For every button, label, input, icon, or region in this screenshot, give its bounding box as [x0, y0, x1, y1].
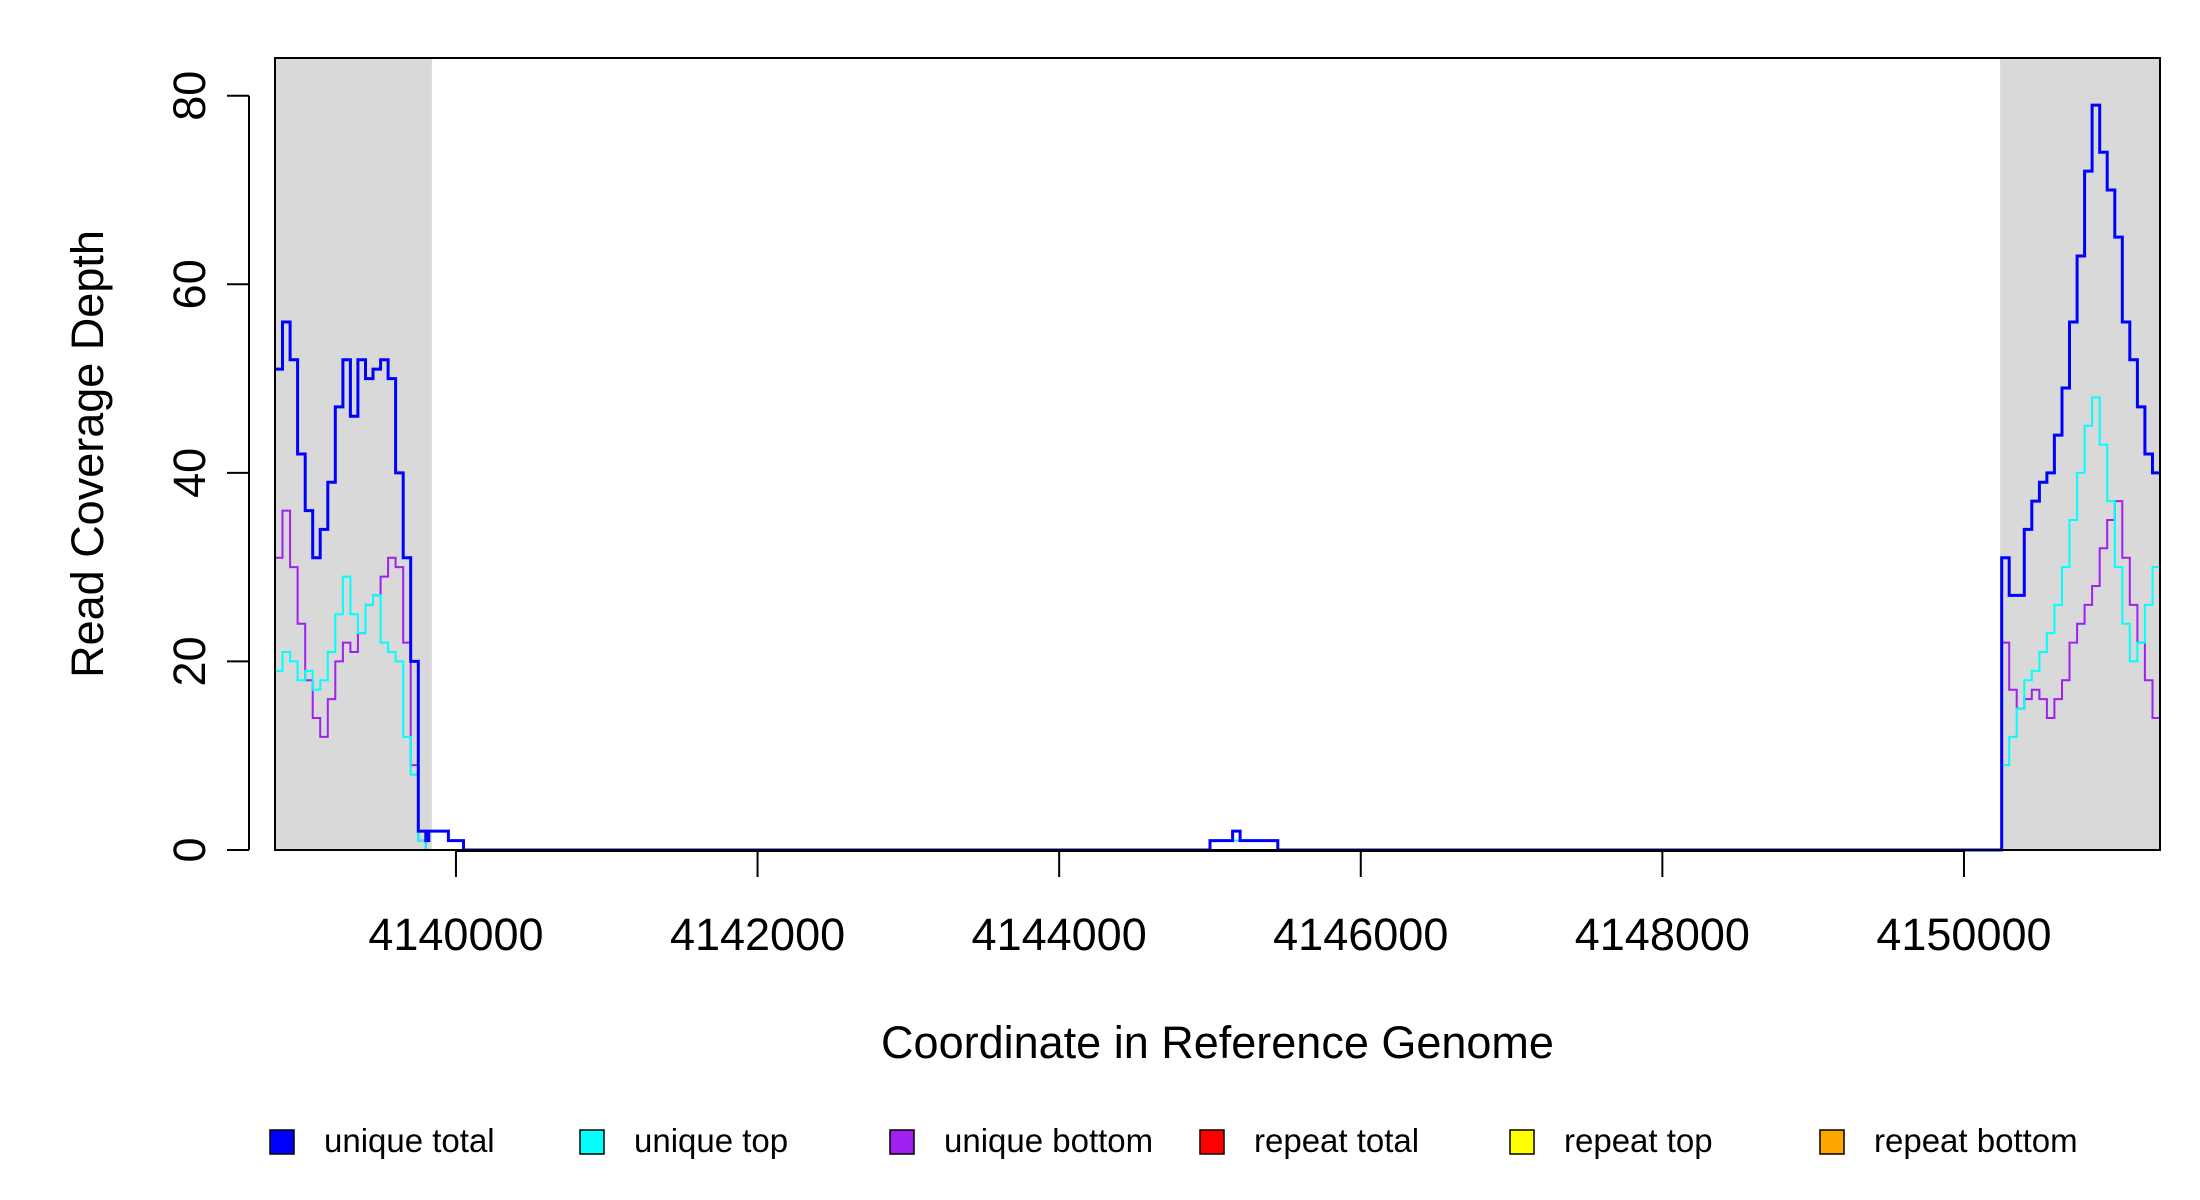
series-line-unique-total: [275, 103, 2160, 852]
legend-swatch-repeat-top: [1509, 1129, 1535, 1155]
x-axis-label: Coordinate in Reference Genome: [881, 1017, 1554, 1068]
series-line-unique-bottom: [275, 500, 2161, 851]
legend-label-repeat-total: repeat total: [1254, 1122, 1419, 1159]
x-tick-label: 4144000: [972, 909, 1147, 960]
legend-label-unique-bottom: unique bottom: [944, 1122, 1153, 1159]
legend-swatch-unique-top: [579, 1129, 605, 1155]
series-layer: [275, 103, 2161, 852]
x-tick-label: 4142000: [670, 909, 845, 960]
legend-swatch-unique-total: [269, 1129, 295, 1155]
legend-label-unique-total: unique total: [324, 1122, 495, 1159]
y-tick-label: 60: [164, 259, 215, 309]
shaded-region-2: [2000, 58, 2160, 850]
y-tick-label: 0: [164, 837, 215, 862]
legend-swatch-unique-bottom: [889, 1129, 915, 1155]
y-axis: 0 20 40 60 80: [164, 71, 250, 863]
y-tick-label: 20: [164, 636, 215, 686]
legend-swatch-repeat-total: [1199, 1129, 1225, 1155]
series-line-unique-top: [275, 396, 2161, 851]
x-tick-label: 4146000: [1273, 909, 1448, 960]
y-axis-label: Read Coverage Depth: [62, 230, 113, 678]
x-tick-label: 4140000: [368, 909, 543, 960]
y-tick-label: 40: [164, 448, 215, 498]
y-tick-label: 80: [164, 71, 215, 121]
legend-label-unique-top: unique top: [634, 1122, 788, 1159]
legend-swatch-repeat-bottom: [1819, 1129, 1845, 1155]
shaded-regions: [275, 58, 2160, 850]
legend-label-repeat-bottom: repeat bottom: [1874, 1122, 2078, 1159]
x-tick-label: 4150000: [1876, 909, 2051, 960]
plot-frame: [274, 57, 2161, 851]
legend-label-repeat-top: repeat top: [1564, 1122, 1713, 1159]
x-axis: 4140000 4142000 4144000 4146000 4148000 41500…: [368, 850, 2052, 960]
legend: unique total unique top unique bottom repea…: [269, 1122, 2078, 1159]
x-tick-label: 4148000: [1575, 909, 1750, 960]
